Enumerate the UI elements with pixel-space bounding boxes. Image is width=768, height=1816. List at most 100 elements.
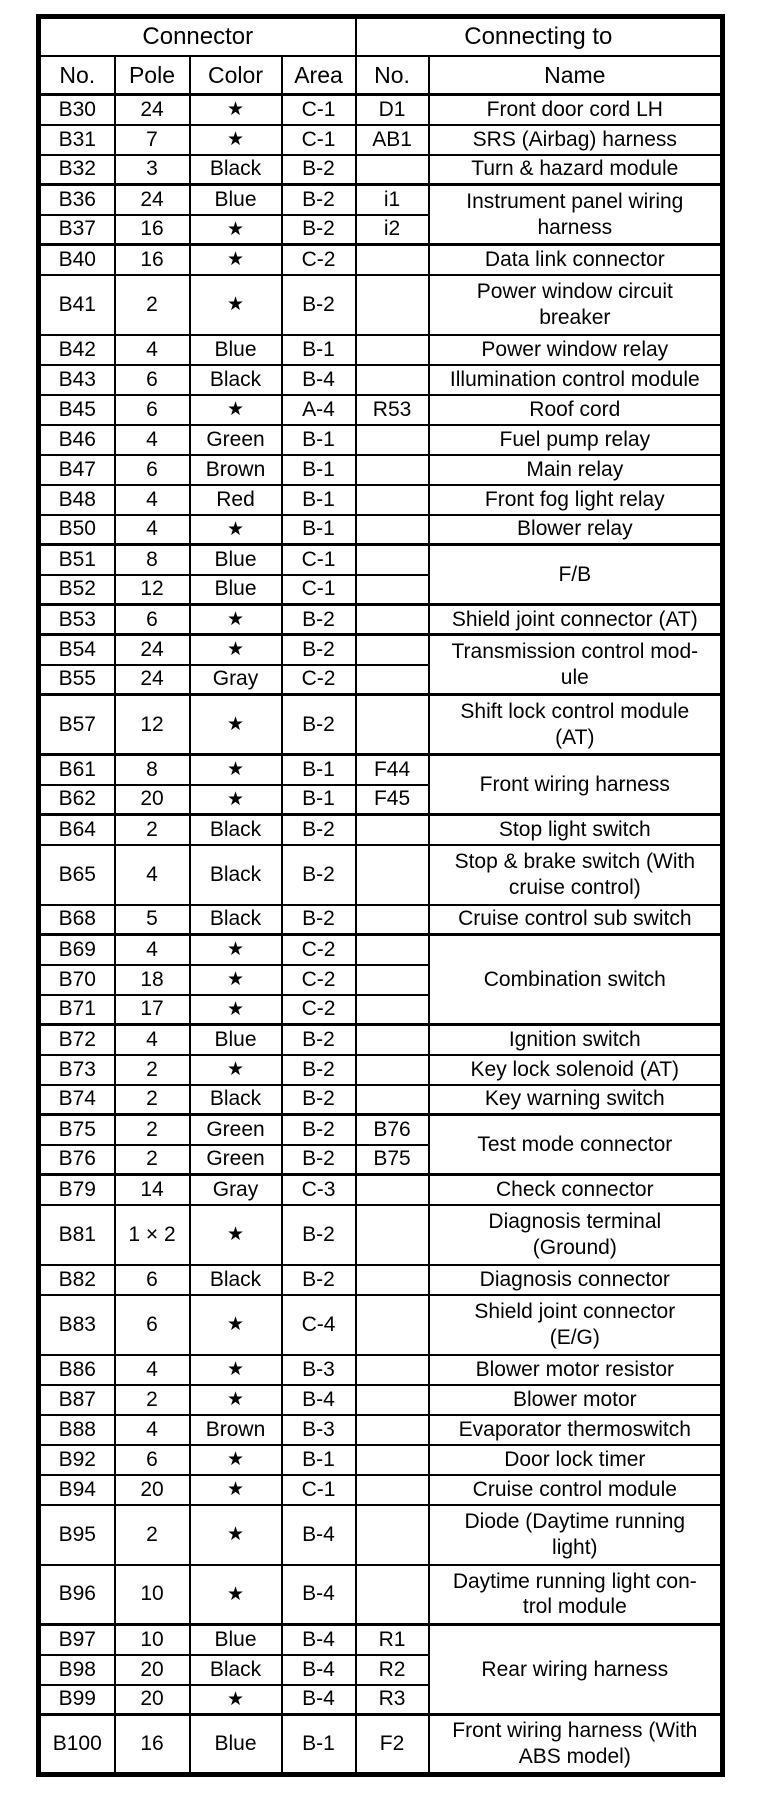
cell-color: Blue	[188, 183, 283, 216]
cell-area: B-1	[280, 483, 357, 516]
cell-name: Blower relay	[427, 513, 724, 546]
cell-cno	[354, 1503, 430, 1566]
cell-no: B64	[37, 813, 116, 846]
cell-no: B36	[37, 183, 116, 216]
cell-pole: 6	[113, 603, 191, 636]
cell-name: Instrument panel wiring harness	[427, 183, 724, 246]
cell-no: B71	[37, 993, 116, 1026]
cell-cno: R2	[354, 1653, 430, 1686]
cell-name: Diagnosis terminal (Ground)	[427, 1203, 724, 1266]
cell-pole: 12	[113, 573, 191, 606]
cell-name: Check connector	[427, 1173, 724, 1206]
table-row: B73 2 ★ B-2 Key lock solenoid (AT)	[37, 1053, 724, 1086]
cell-color: ★	[188, 993, 283, 1026]
cell-no: B97	[37, 1623, 116, 1656]
cell-cno	[354, 423, 430, 456]
table-row: B79 14 Gray C-3 Check connector	[37, 1173, 724, 1206]
cell-cno	[354, 243, 430, 276]
cell-pole: 4	[113, 513, 191, 546]
cell-area: B-4	[280, 1383, 357, 1416]
cell-color: Green	[188, 1143, 283, 1176]
cell-name: F/B	[427, 543, 724, 606]
cell-area: B-4	[280, 1563, 357, 1626]
cell-area: B-2	[280, 183, 357, 216]
table-row: B96 10 ★ B-4 Daytime running light con- trol…	[37, 1563, 724, 1626]
cell-cno	[354, 1083, 430, 1116]
table-row: B81 1 × 2 ★ B-2 Diagnosis terminal (Ground)	[37, 1203, 724, 1266]
cell-pole: 20	[113, 1683, 191, 1716]
cell-color: ★	[188, 273, 283, 336]
cell-color: ★	[188, 783, 283, 816]
table-row: B43 6 Black B-4 Illumination control module	[37, 363, 724, 396]
cell-area: B-3	[280, 1353, 357, 1386]
cell-pole: 4	[113, 423, 191, 456]
cell-pole: 2	[113, 1503, 191, 1566]
cell-name: Daytime running light con- trol module	[427, 1563, 724, 1626]
cell-name: Power window circuit breaker	[427, 273, 724, 336]
table-row: B50 4 ★ B-1 Blower relay	[37, 513, 724, 546]
table-row: B51 8 Blue C-1 F/B	[37, 543, 724, 606]
cell-no: B76	[37, 1143, 116, 1176]
cell-color: ★	[188, 1203, 283, 1266]
cell-cno	[354, 543, 430, 576]
table-row: B69 4 ★ C-2 Combination switch	[37, 933, 724, 1026]
cell-pole: 20	[113, 783, 191, 816]
col-header-color: Color	[188, 55, 283, 96]
cell-no: B47	[37, 453, 116, 486]
cell-area: B-2	[280, 633, 357, 666]
cell-color: Gray	[188, 1173, 283, 1206]
cell-no: B61	[37, 753, 116, 786]
cell-area: B-1	[280, 453, 357, 486]
cell-name: Key lock solenoid (AT)	[427, 1053, 724, 1086]
cell-cno	[354, 1293, 430, 1356]
cell-pole: 6	[113, 1263, 191, 1296]
cell-cno	[354, 1443, 430, 1476]
cell-color: ★	[188, 1383, 283, 1416]
table-row: B48 4 Red B-1 Front fog light relay	[37, 483, 724, 516]
table-row: B47 6 Brown B-1 Main relay	[37, 453, 724, 486]
cell-name: Roof cord	[427, 393, 724, 426]
cell-area: B-1	[280, 753, 357, 786]
cell-color: ★	[188, 1503, 283, 1566]
cell-pole: 6	[113, 363, 191, 396]
cell-cno	[354, 903, 430, 936]
cell-color: ★	[188, 1053, 283, 1086]
cell-area: A-4	[280, 393, 357, 426]
cell-cno	[354, 603, 430, 636]
cell-no: B52	[37, 573, 116, 606]
cell-area: B-2	[280, 1083, 357, 1116]
col-header-no: No.	[37, 55, 116, 96]
table-row: B30 24 ★ C-1 D1 Front door cord LH	[37, 93, 724, 126]
cell-color: Blue	[188, 333, 283, 366]
cell-area: B-1	[280, 1713, 357, 1776]
cell-no: B95	[37, 1503, 116, 1566]
cell-color: ★	[188, 393, 283, 426]
cell-name: Front door cord LH	[427, 93, 724, 126]
cell-name: Blower motor resistor	[427, 1353, 724, 1386]
cell-color: ★	[188, 213, 283, 246]
cell-name: Front fog light relay	[427, 483, 724, 516]
cell-no: B62	[37, 783, 116, 816]
cell-cno	[354, 1413, 430, 1446]
cell-no: B88	[37, 1413, 116, 1446]
cell-name: Rear wiring harness	[427, 1623, 724, 1716]
cell-pole: 10	[113, 1563, 191, 1626]
cell-name: Door lock timer	[427, 1443, 724, 1476]
cell-color: Black	[188, 1653, 283, 1686]
cell-pole: 6	[113, 393, 191, 426]
cell-pole: 18	[113, 963, 191, 996]
cell-pole: 8	[113, 543, 191, 576]
cell-area: B-1	[280, 423, 357, 456]
cell-pole: 7	[113, 123, 191, 156]
table-row: B46 4 Green B-1 Fuel pump relay	[37, 423, 724, 456]
cell-pole: 5	[113, 903, 191, 936]
table-row: B86 4 ★ B-3 Blower motor resistor	[37, 1353, 724, 1386]
cell-name: Illumination control module	[427, 363, 724, 396]
cell-area: C-1	[280, 543, 357, 576]
cell-cno: i1	[354, 183, 430, 216]
table-row: B87 2 ★ B-4 Blower motor	[37, 1383, 724, 1416]
cell-pole: 16	[113, 243, 191, 276]
cell-area: C-2	[280, 993, 357, 1026]
cell-pole: 2	[113, 273, 191, 336]
cell-color: Blue	[188, 543, 283, 576]
